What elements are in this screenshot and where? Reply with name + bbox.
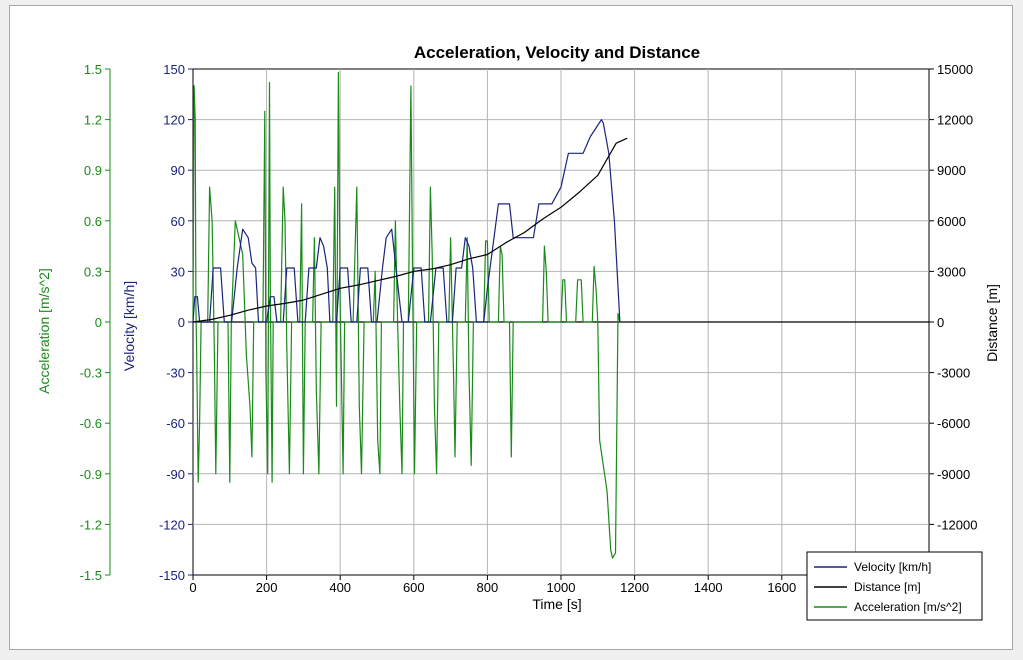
- legend-label-acceleration: Acceleration [m/s^2]: [854, 600, 962, 614]
- distance-axis-tick-label: -12000: [937, 517, 977, 532]
- distance-axis-tick-label: 12000: [937, 113, 973, 128]
- legend: Velocity [km/h] Distance [m] Acceleration …: [806, 551, 983, 621]
- acceleration-axis-tick-label: -1.5: [80, 568, 102, 583]
- velocity-axis-tick-label: 90: [171, 163, 185, 178]
- distance-axis-tick-label: 9000: [937, 163, 966, 178]
- acceleration-axis-tick-label: -0.3: [80, 366, 102, 381]
- chart-title: Acceleration, Velocity and Distance: [414, 43, 700, 62]
- x-tick-label: 400: [329, 580, 351, 595]
- x-tick-label: 1400: [694, 580, 723, 595]
- x-tick-label: 1000: [547, 580, 576, 595]
- acceleration-axis-tick-label: 0: [95, 315, 102, 330]
- velocity-axis-tick-label: -150: [159, 568, 185, 583]
- x-tick-label: 600: [403, 580, 425, 595]
- distance-axis-tick-label: -9000: [937, 467, 970, 482]
- distance-axis-tick-label: -3000: [937, 366, 970, 381]
- acceleration-axis-tick-label: 0.3: [84, 264, 102, 279]
- acceleration-axis-tick-label: 0.6: [84, 214, 102, 229]
- distance-axis-tick-label: 15000: [937, 62, 973, 77]
- velocity-axis-tick-label: -120: [159, 517, 185, 532]
- velocity-axis-tick-label: 30: [171, 264, 185, 279]
- velocity-axis-tick-label: 150: [163, 62, 185, 77]
- distance-axis-tick-label: 6000: [937, 214, 966, 229]
- acceleration-axis-tick-label: -1.2: [80, 517, 102, 532]
- acceleration-axis-tick-label: 1.2: [84, 113, 102, 128]
- x-axis-label: Time [s]: [532, 596, 581, 612]
- acceleration-axis-tick-label: 1.5: [84, 62, 102, 77]
- x-tick-label: 1600: [767, 580, 796, 595]
- distance-axis-label: Distance [m]: [984, 284, 1000, 362]
- series-line-velocity: [192, 119, 621, 323]
- x-tick-label: 1200: [620, 580, 649, 595]
- acceleration-axis-tick-label: -0.6: [80, 416, 102, 431]
- series-group: [192, 71, 628, 559]
- velocity-axis-tick-label: -60: [166, 416, 185, 431]
- acceleration-axis-tick-label: -0.9: [80, 467, 102, 482]
- x-tick-label: 0: [189, 580, 196, 595]
- x-tick-label: 200: [256, 580, 278, 595]
- chart: Acceleration, Velocity and Distance 0 200…: [36, 43, 1000, 621]
- velocity-axis-tick-label: 60: [171, 214, 185, 229]
- series-line-distance: [192, 137, 628, 323]
- legend-label-distance: Distance [m]: [854, 580, 921, 594]
- distance-axis-tick-label: 3000: [937, 264, 966, 279]
- x-tick-label: 800: [477, 580, 499, 595]
- series-line-acceleration: [192, 71, 621, 559]
- velocity-axis-tick-label: 0: [178, 315, 185, 330]
- legend-label-velocity: Velocity [km/h]: [854, 560, 931, 574]
- distance-axis-tick-label: -6000: [937, 416, 970, 431]
- acceleration-axis-label: Acceleration [m/s^2]: [36, 268, 52, 394]
- velocity-axis-tick-label: -30: [166, 366, 185, 381]
- velocity-axis-tick-label: 120: [163, 113, 185, 128]
- velocity-axis-label: Velocity [km/h]: [121, 281, 137, 371]
- chart-frame: Acceleration, Velocity and Distance 0 200…: [9, 5, 1013, 650]
- velocity-axis-tick-label: -90: [166, 467, 185, 482]
- distance-axis-tick-label: 0: [937, 315, 944, 330]
- acceleration-axis-tick-label: 0.9: [84, 163, 102, 178]
- legend-box: [806, 551, 983, 621]
